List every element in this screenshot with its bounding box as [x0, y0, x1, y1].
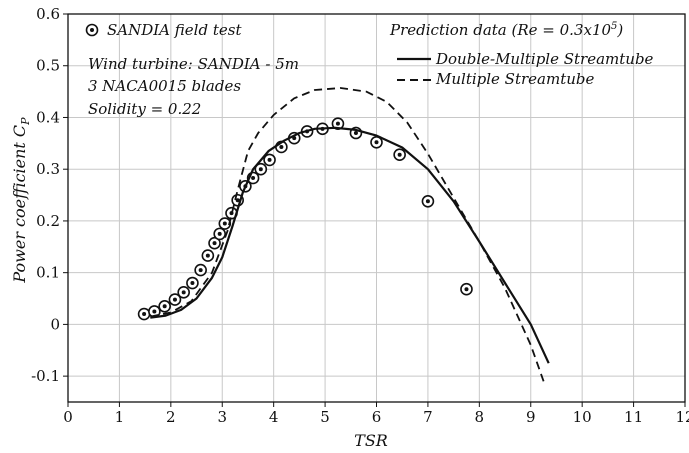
data-point-dot	[142, 312, 147, 317]
legend-header-main: Prediction data (Re = 0.3x10	[389, 21, 611, 39]
data-point-dot	[397, 152, 402, 157]
x-tick-label: 6	[372, 408, 382, 426]
x-tick-label: 0	[63, 408, 73, 426]
data-point-dot	[258, 167, 263, 172]
data-point	[254, 162, 268, 176]
data-point	[137, 307, 151, 321]
x-tick-label: 8	[475, 408, 485, 426]
data-point	[218, 217, 232, 230]
data-point	[421, 194, 435, 208]
data-point-dot	[374, 140, 379, 145]
y-tick-label: 0.5	[36, 57, 60, 75]
data-point	[186, 276, 199, 290]
legend-header-superscript: 5	[611, 21, 617, 32]
x-tick-label: 12	[675, 408, 689, 426]
data-point-dot	[162, 304, 167, 309]
data-point-dot	[222, 221, 227, 226]
y-tick-label: 0	[50, 315, 60, 333]
y-tick-label: 0.4	[36, 108, 60, 126]
tick-labels: 0123456789101112-0.100.10.20.30.40.50.6	[31, 5, 689, 426]
x-tick-label: 11	[624, 408, 643, 426]
data-point-dot	[425, 199, 430, 204]
x-axis-label: TSR	[354, 431, 388, 450]
legend-entry-sandia: SANDIA field test	[107, 21, 242, 39]
data-point	[213, 227, 226, 241]
x-tick-label: 9	[526, 408, 536, 426]
y-axis-label-subscript: P	[19, 117, 32, 126]
data-point-dot	[181, 290, 186, 295]
x-tick-label: 7	[423, 408, 433, 426]
legend-marker-inner	[90, 28, 94, 32]
data-point	[201, 249, 215, 262]
data-point	[460, 282, 473, 296]
data-point-dot	[267, 157, 272, 162]
data-point-dot	[335, 121, 340, 126]
data-point	[194, 263, 207, 277]
data-point-dot	[198, 268, 203, 273]
data-point-dot	[235, 198, 240, 203]
x-tick-label: 4	[269, 408, 279, 426]
data-point	[177, 286, 190, 299]
y-axis-label-main: Power coefficient C	[10, 125, 29, 284]
data-point	[168, 293, 182, 306]
x-tick-label: 1	[115, 408, 125, 426]
legend-header-close: )	[616, 21, 623, 39]
data-point	[158, 299, 171, 313]
series-line-double-multiple-streamtube	[150, 126, 550, 364]
data-point-dot	[251, 175, 256, 180]
data-point	[263, 153, 276, 167]
x-tick-label: 3	[217, 408, 227, 426]
data-point-dot	[172, 297, 177, 302]
y-tick-label: 0.2	[36, 212, 60, 230]
data-point-dot	[464, 287, 469, 292]
y-tick-label: 0.3	[36, 160, 60, 178]
y-tick-label: 0.1	[36, 264, 60, 282]
x-tick-label: 5	[320, 408, 330, 426]
legend-entry-ms: Multiple Streamtube	[435, 70, 594, 88]
data-point-dot	[152, 309, 157, 314]
data-point	[148, 305, 161, 318]
data-point-dot	[212, 241, 217, 246]
y-tick-label: 0.6	[36, 5, 60, 23]
series-line-multiple-streamtube	[150, 87, 545, 382]
annotation-solidity: Solidity = 0.22	[88, 100, 201, 118]
data-point-dot	[353, 130, 358, 135]
data-point-dot	[279, 144, 284, 149]
data-point	[331, 117, 345, 130]
data-point-dot	[205, 253, 210, 258]
legend-left: SANDIA field test Wind turbine: SANDIA -…	[85, 21, 299, 118]
annotation-blades: 3 NACA0015 blades	[88, 77, 241, 95]
data-point-dot	[217, 231, 222, 236]
legend-right: Prediction data (Re = 0.3x105) Double-Mu…	[389, 21, 654, 88]
annotation-turbine: Wind turbine: SANDIA - 5m	[88, 55, 299, 73]
grid	[67, 13, 686, 402]
data-point	[393, 148, 406, 162]
x-tick-label: 10	[573, 408, 592, 426]
series-layer	[137, 87, 550, 382]
data-point	[208, 236, 221, 250]
y-tick-label: -0.1	[31, 367, 60, 385]
legend-header: Prediction data (Re = 0.3x105)	[389, 21, 623, 39]
x-tick-label: 2	[166, 408, 176, 426]
y-axis-label: Power coefficient CP	[10, 117, 32, 284]
legend-entry-dms: Double-Multiple Streamtube	[435, 50, 654, 68]
data-point-dot	[190, 281, 195, 286]
